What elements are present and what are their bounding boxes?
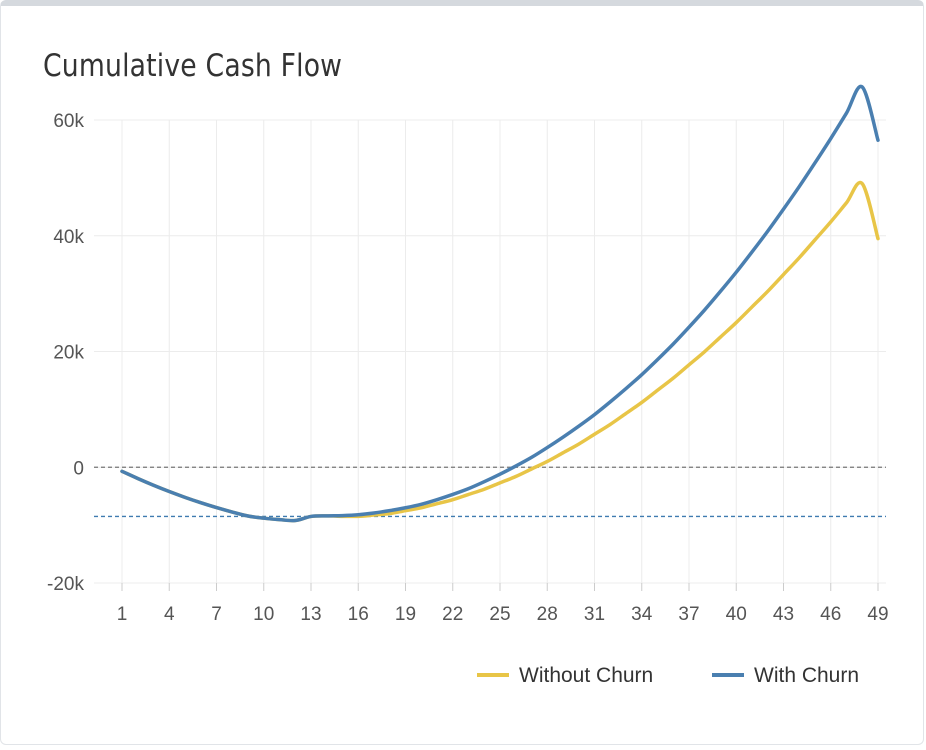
x-tick-label: 34 [631, 604, 653, 625]
x-tick-label: 7 [211, 604, 222, 625]
x-tick-label: 1 [117, 604, 128, 625]
x-tick-label: 13 [300, 604, 321, 625]
legend-label-without-churn: Without Churn [519, 664, 653, 687]
y-tick-label: 40k [53, 227, 84, 248]
x-tick-label: 31 [584, 604, 605, 625]
x-tick-label: 43 [773, 604, 794, 625]
x-tick-label: 28 [537, 604, 558, 625]
x-tick-label: 4 [164, 604, 175, 625]
y-tick-label: -20k [47, 574, 84, 595]
x-tick-label: 46 [820, 604, 841, 625]
x-tick-label: 25 [489, 604, 510, 625]
x-tick-label: 10 [253, 604, 274, 625]
y-tick-label: 20k [53, 343, 84, 364]
series-line-with-churn [120, 84, 880, 523]
y-tick-label: 60k [53, 111, 84, 132]
legend-label-with-churn: With Churn [754, 664, 859, 687]
x-tick-label: 49 [867, 604, 888, 625]
chart-title: Cumulative Cash Flow [43, 48, 343, 84]
y-tick-label: 0 [73, 458, 84, 479]
x-tick-label: 40 [726, 604, 747, 625]
x-tick-label: 19 [395, 604, 416, 625]
x-tick-label: 22 [442, 604, 463, 625]
x-tick-label: 16 [348, 604, 369, 625]
x-tick-label: 37 [678, 604, 699, 625]
